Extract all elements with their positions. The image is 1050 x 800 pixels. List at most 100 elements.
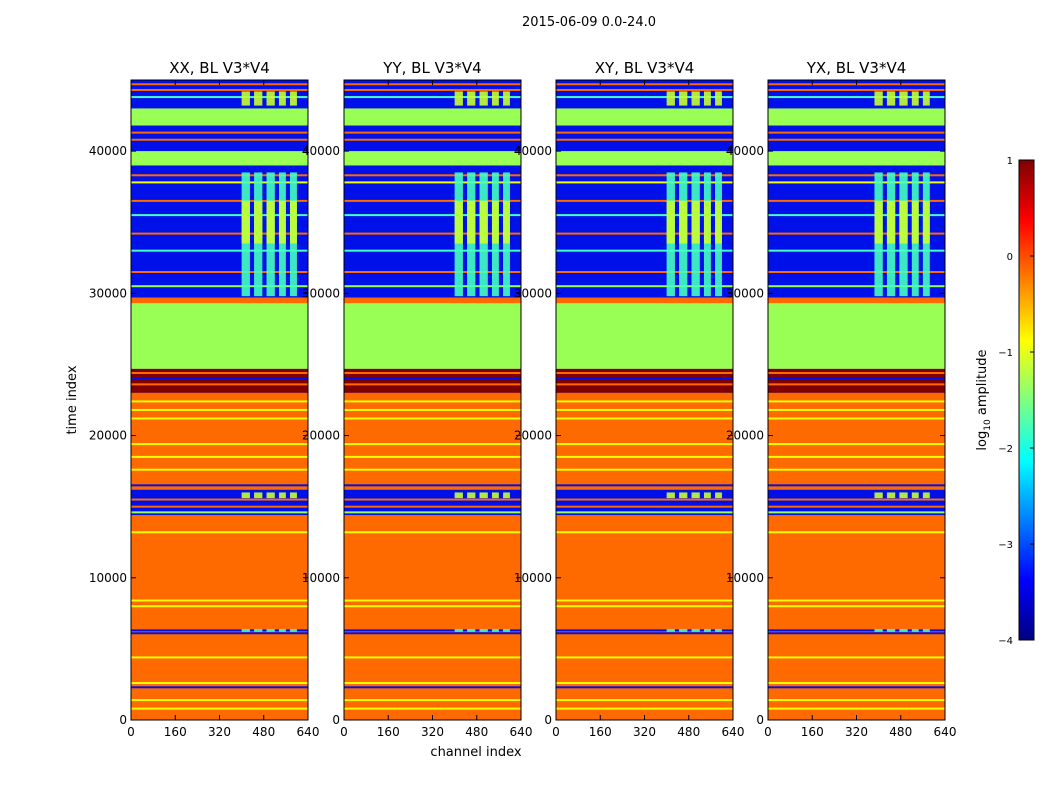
horizontal-line bbox=[344, 96, 521, 99]
rfi-patch bbox=[266, 200, 275, 244]
horizontal-line bbox=[556, 682, 733, 685]
rfi-patch bbox=[922, 628, 930, 632]
horizontal-line bbox=[344, 531, 521, 534]
rfi-patch bbox=[666, 91, 675, 106]
horizontal-line bbox=[556, 88, 733, 91]
horizontal-line bbox=[344, 383, 521, 386]
background-band bbox=[344, 297, 521, 304]
rfi-patch bbox=[911, 492, 919, 499]
heatmap-plot-area bbox=[768, 80, 945, 720]
horizontal-line bbox=[131, 682, 308, 685]
horizontal-line bbox=[344, 174, 521, 177]
horizontal-line bbox=[344, 707, 521, 710]
horizontal-line bbox=[131, 181, 308, 184]
horizontal-line bbox=[768, 443, 945, 446]
horizontal-line bbox=[131, 383, 308, 386]
horizontal-line bbox=[344, 468, 521, 471]
panel-2: YY, BL V3*V4 0 160 320 480 640 0 10000 20000 3000… bbox=[302, 59, 533, 739]
x-tick-label: 640 bbox=[297, 725, 320, 739]
horizontal-line bbox=[344, 232, 521, 235]
x-tick-label: 480 bbox=[465, 725, 488, 739]
background-band bbox=[556, 392, 733, 490]
rfi-patch bbox=[278, 200, 286, 244]
horizontal-line bbox=[131, 214, 308, 217]
horizontal-line bbox=[344, 656, 521, 659]
y-tick-label: 40000 bbox=[89, 144, 127, 158]
horizontal-line bbox=[131, 699, 308, 702]
rfi-patch bbox=[666, 200, 675, 244]
x-tick-label: 480 bbox=[252, 725, 275, 739]
background-band bbox=[768, 151, 945, 166]
horizontal-line bbox=[556, 249, 733, 252]
background-band bbox=[556, 125, 733, 152]
horizontal-line bbox=[131, 199, 308, 202]
rfi-patch bbox=[691, 91, 700, 106]
rfi-patch bbox=[491, 628, 499, 632]
rfi-patch bbox=[290, 492, 297, 499]
background-band bbox=[768, 108, 945, 126]
x-tick-label: 160 bbox=[801, 725, 824, 739]
rfi-patch bbox=[874, 200, 883, 244]
horizontal-line bbox=[768, 686, 945, 689]
horizontal-line bbox=[344, 699, 521, 702]
horizontal-line bbox=[768, 498, 945, 501]
background-band bbox=[344, 303, 521, 369]
rfi-patch bbox=[715, 200, 722, 244]
horizontal-line bbox=[131, 629, 308, 632]
x-tick-label: 640 bbox=[722, 725, 745, 739]
horizontal-line bbox=[768, 511, 945, 514]
horizontal-line bbox=[344, 249, 521, 252]
background-band bbox=[768, 303, 945, 369]
horizontal-line bbox=[556, 371, 733, 374]
horizontal-line bbox=[131, 138, 308, 141]
y-tick-label: 10000 bbox=[89, 571, 127, 585]
y-tick-label: 20000 bbox=[302, 429, 340, 443]
rfi-patch bbox=[715, 492, 722, 499]
horizontal-line bbox=[344, 599, 521, 602]
horizontal-line bbox=[131, 656, 308, 659]
panel-title: YY, BL V3*V4 bbox=[382, 59, 481, 77]
rfi-patch bbox=[886, 200, 896, 244]
horizontal-line bbox=[131, 271, 308, 273]
rfi-patch bbox=[911, 200, 919, 244]
horizontal-line bbox=[344, 88, 521, 91]
colorbar-tick-label: 0 bbox=[1007, 252, 1013, 263]
rfi-patch bbox=[874, 91, 883, 106]
x-tick-label: 480 bbox=[889, 725, 912, 739]
colorbar-gradient bbox=[1018, 159, 1035, 641]
horizontal-line bbox=[556, 632, 733, 635]
horizontal-line bbox=[131, 632, 308, 635]
background-band bbox=[556, 108, 733, 126]
horizontal-line bbox=[556, 699, 733, 702]
y-tick-label: 30000 bbox=[514, 286, 552, 300]
y-tick-label: 20000 bbox=[726, 429, 764, 443]
rfi-patch bbox=[703, 91, 711, 106]
y-tick-label: 30000 bbox=[726, 286, 764, 300]
rfi-patch bbox=[266, 492, 275, 499]
y-tick-label: 20000 bbox=[514, 429, 552, 443]
rfi-patch bbox=[503, 492, 510, 499]
horizontal-line bbox=[768, 531, 945, 534]
horizontal-line bbox=[344, 498, 521, 501]
rfi-patch bbox=[491, 492, 499, 499]
horizontal-line bbox=[131, 96, 308, 99]
rfi-patch bbox=[454, 628, 463, 632]
rfi-patch bbox=[703, 628, 711, 632]
rfi-patch bbox=[479, 628, 488, 632]
background-band bbox=[556, 303, 733, 369]
horizontal-line bbox=[344, 455, 521, 458]
horizontal-line bbox=[768, 707, 945, 710]
horizontal-line bbox=[556, 174, 733, 177]
rfi-patch bbox=[911, 91, 919, 106]
background-band bbox=[131, 125, 308, 152]
y-tick-label: 30000 bbox=[89, 286, 127, 300]
rfi-patch bbox=[290, 91, 297, 106]
horizontal-line bbox=[556, 408, 733, 411]
horizontal-line bbox=[556, 271, 733, 273]
y-tick-label: 20000 bbox=[89, 429, 127, 443]
rfi-patch bbox=[922, 200, 930, 244]
horizontal-line bbox=[556, 199, 733, 202]
background-band bbox=[131, 303, 308, 369]
x-tick-label: 320 bbox=[208, 725, 231, 739]
